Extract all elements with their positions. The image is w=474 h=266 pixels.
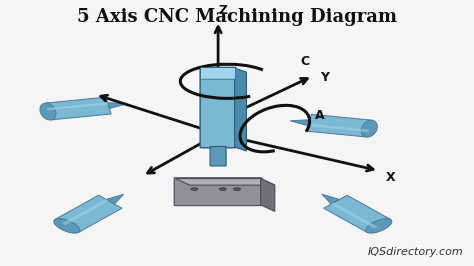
- FancyBboxPatch shape: [210, 147, 226, 166]
- Polygon shape: [47, 102, 108, 110]
- Text: C: C: [301, 55, 310, 68]
- Text: X: X: [386, 171, 395, 184]
- Polygon shape: [261, 178, 275, 211]
- Polygon shape: [46, 97, 111, 120]
- Ellipse shape: [234, 188, 240, 190]
- Ellipse shape: [361, 120, 377, 137]
- Polygon shape: [62, 199, 109, 225]
- Ellipse shape: [54, 219, 80, 233]
- Ellipse shape: [219, 188, 227, 190]
- Polygon shape: [308, 124, 369, 132]
- Polygon shape: [324, 195, 391, 232]
- Polygon shape: [55, 195, 122, 232]
- Polygon shape: [106, 194, 124, 204]
- Polygon shape: [290, 120, 310, 126]
- Polygon shape: [322, 194, 339, 204]
- Polygon shape: [306, 114, 372, 137]
- Ellipse shape: [366, 219, 392, 233]
- FancyBboxPatch shape: [200, 67, 236, 148]
- Polygon shape: [108, 103, 127, 109]
- FancyBboxPatch shape: [201, 68, 236, 79]
- Ellipse shape: [191, 188, 198, 190]
- Text: Y: Y: [319, 71, 328, 84]
- Text: IQSdirectory.com: IQSdirectory.com: [368, 247, 464, 257]
- Polygon shape: [331, 202, 377, 228]
- Text: A: A: [315, 109, 325, 122]
- FancyBboxPatch shape: [174, 178, 262, 206]
- Polygon shape: [235, 68, 246, 151]
- Polygon shape: [175, 178, 275, 185]
- Text: Z: Z: [218, 4, 228, 17]
- Text: 5 Axis CNC Machining Diagram: 5 Axis CNC Machining Diagram: [77, 8, 397, 26]
- Ellipse shape: [40, 103, 56, 120]
